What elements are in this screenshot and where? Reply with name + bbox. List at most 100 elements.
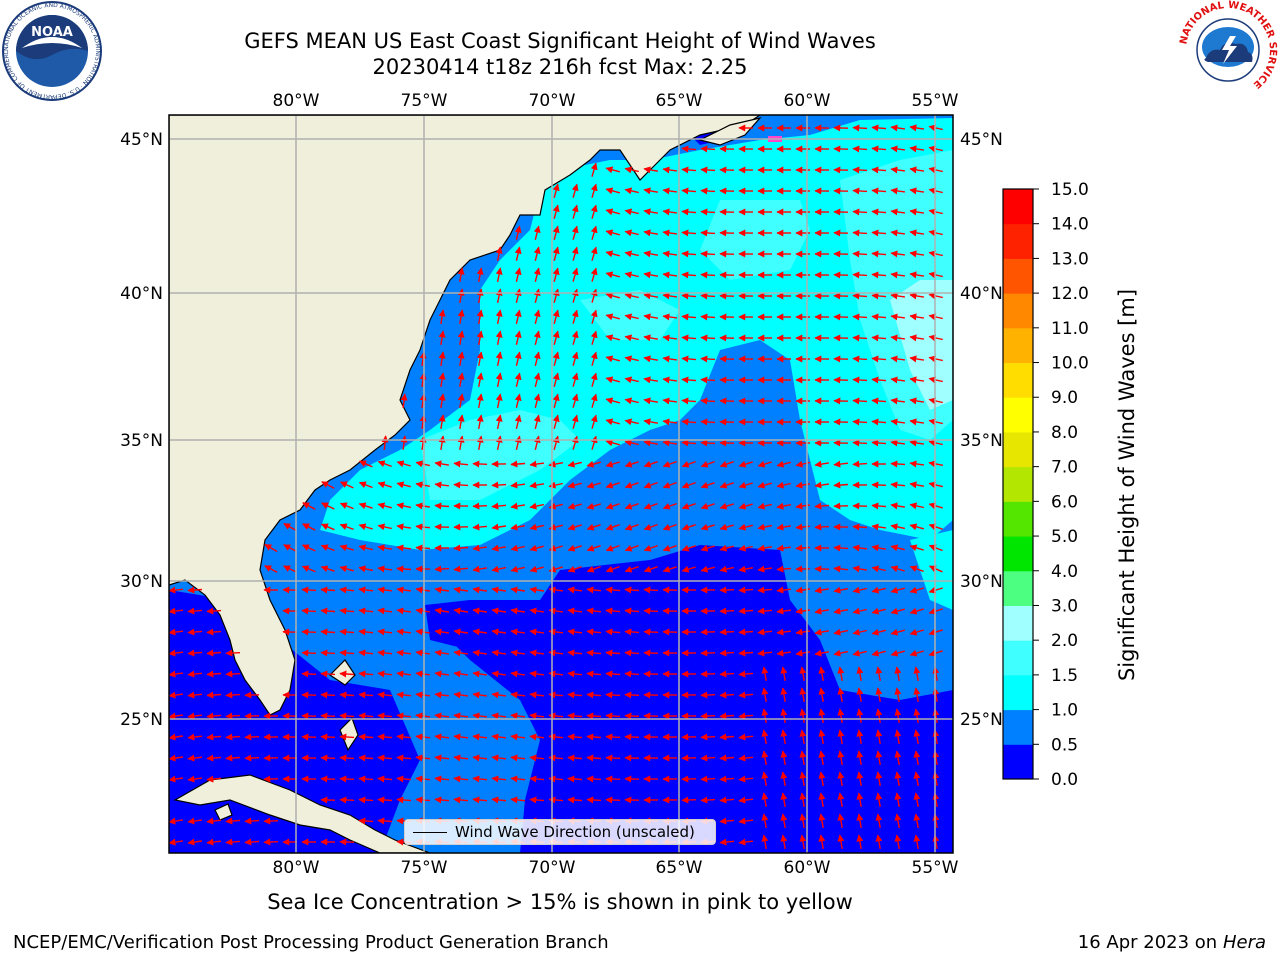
wind-wave-arrow: [514, 225, 522, 240]
wind-wave-arrow: [514, 393, 522, 408]
wind-wave-arrow: [567, 523, 582, 531]
wind-wave-arrow: [283, 544, 297, 552]
wind-wave-arrow: [529, 691, 545, 699]
wind-wave-arrow: [761, 771, 769, 787]
wind-wave-arrow: [495, 372, 503, 388]
wind-wave-arrow: [761, 792, 769, 808]
wind-wave-arrow: [852, 187, 868, 195]
wind-wave-arrow: [302, 502, 316, 510]
wind-wave-arrow: [434, 733, 450, 741]
wind-wave-arrow: [700, 292, 716, 300]
wind-wave-arrow: [187, 691, 203, 699]
wind-wave-arrow: [757, 628, 773, 636]
wind-wave-arrow: [590, 393, 598, 408]
wind-wave-arrow: [799, 687, 807, 703]
wind-wave-arrow: [320, 628, 336, 636]
wind-wave-arrow: [590, 414, 598, 429]
wind-wave-arrow: [552, 414, 560, 429]
wind-wave-arrow: [415, 796, 431, 804]
wind-wave-arrow: [738, 628, 754, 636]
wind-wave-arrow: [605, 712, 621, 720]
wind-wave-arrow: [169, 712, 183, 720]
wind-wave-arrow: [590, 183, 598, 198]
wind-wave-arrow: [244, 733, 260, 741]
legend-label: Wind Wave Direction (unscaled): [455, 823, 695, 841]
wind-wave-arrow: [700, 439, 716, 447]
wind-wave-arrow: [396, 523, 412, 531]
footer-host: Hera: [1222, 932, 1266, 953]
wind-wave-arrow: [928, 376, 943, 384]
wind-wave-arrow: [890, 565, 905, 573]
wind-wave-arrow: [301, 607, 317, 615]
wind-wave-arrow: [624, 397, 639, 405]
wind-wave-arrow: [590, 204, 598, 219]
wind-wave-arrow: [590, 246, 598, 261]
wind-wave-arrow: [225, 670, 241, 678]
wind-wave-arrow: [571, 225, 579, 240]
wind-wave-arrow: [434, 607, 450, 615]
wind-wave-arrow: [434, 775, 450, 783]
wind-wave-arrow: [491, 733, 507, 741]
wind-wave-arrow: [856, 708, 864, 724]
wind-wave-arrow: [875, 834, 883, 850]
wind-wave-arrow: [909, 208, 925, 216]
wind-wave-arrow: [662, 544, 677, 552]
wind-wave-arrow: [624, 691, 640, 699]
wind-wave-arrow: [529, 586, 545, 594]
wind-wave-arrow: [453, 565, 469, 573]
wind-wave-arrow: [605, 355, 620, 363]
wind-wave-arrow: [400, 393, 408, 408]
wind-wave-arrow: [894, 666, 902, 682]
wind-wave-arrow: [738, 817, 754, 825]
wind-wave-arrow: [396, 481, 411, 489]
wind-wave-arrow: [552, 393, 560, 408]
chart-subtitle: 20230414 t18z 216h fcst Max: 2.25: [372, 55, 748, 79]
wind-wave-arrow: [605, 208, 620, 216]
wind-wave-arrow: [320, 544, 335, 552]
wind-wave-arrow: [757, 649, 773, 657]
wind-wave-arrow: [453, 649, 468, 657]
wind-wave-arrow: [875, 771, 883, 787]
lat-label-left-35n: 35°N: [120, 431, 163, 451]
wind-wave-arrow: [586, 691, 602, 699]
wind-wave-arrow: [643, 271, 659, 279]
wind-wave-arrow: [571, 414, 579, 429]
north-america-land: [169, 115, 762, 716]
wind-wave-arrow: [590, 435, 598, 450]
wind-wave-arrow: [871, 229, 887, 237]
wind-wave-arrow: [529, 481, 545, 489]
wind-wave-arrow: [856, 750, 864, 766]
wind-wave-arrow: [476, 267, 484, 283]
wind-wave-arrow: [871, 355, 887, 363]
wind-wave-arrow: [795, 544, 811, 552]
wind-wave-arrow: [415, 649, 430, 657]
wind-wave-arrow: [662, 502, 677, 510]
wind-wave-arrow: [169, 817, 184, 825]
wind-wave-arrow: [510, 775, 526, 783]
wind-wave-arrow: [263, 817, 279, 825]
wind-wave-arrow: [396, 691, 412, 699]
wind-wave-arrow: [187, 838, 203, 846]
wind-wave-arrow: [590, 309, 598, 324]
wind-wave-arrow: [552, 246, 560, 261]
wind-wave-arrow: [377, 628, 393, 636]
wind-wave-arrow: [476, 414, 484, 430]
wind-wave-arrow: [529, 607, 544, 615]
wind-wave-arrow: [624, 250, 639, 258]
wind-wave-arrow: [738, 838, 753, 846]
wind-wave-arrow: [890, 649, 905, 657]
wind-wave-arrow: [780, 813, 788, 829]
wind-wave-arrow: [909, 439, 925, 447]
wind-wave-arrow: [776, 502, 792, 510]
wind-wave-arrow: [913, 834, 921, 850]
lat-label-left-25n: 25°N: [120, 710, 163, 730]
wind-wave-arrow: [415, 481, 431, 489]
wind-wave-arrow: [567, 649, 583, 657]
wind-wave-arrow: [377, 691, 393, 699]
wind-wave-arrow: [586, 796, 602, 804]
wind-wave-arrow: [510, 586, 526, 594]
wind-wave-arrow: [856, 813, 864, 829]
noaa-logo: NATIONAL OCEANIC AND ATMOSPHERIC ADMINIS…: [0, 0, 102, 101]
wind-wave-arrow: [719, 817, 735, 825]
wind-wave-arrow: [738, 691, 754, 699]
